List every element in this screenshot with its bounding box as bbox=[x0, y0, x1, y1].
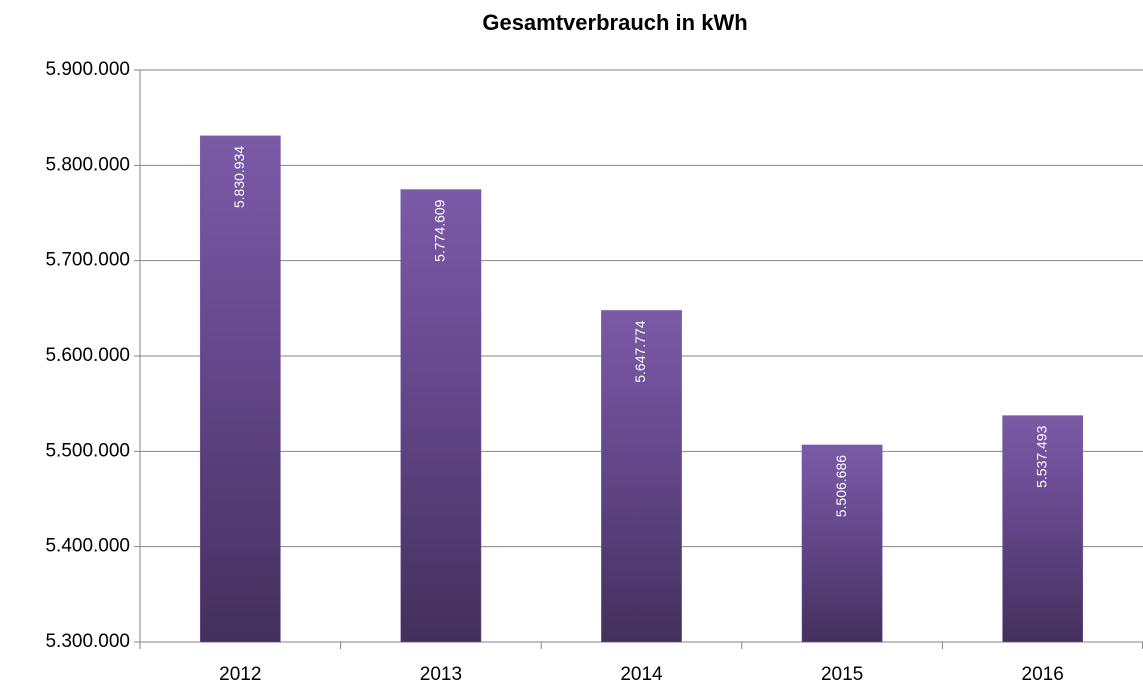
bar bbox=[601, 310, 682, 643]
value-label: 5.647.774 bbox=[632, 320, 648, 382]
bar bbox=[801, 444, 883, 643]
y-tick-label: 5.300.000 bbox=[45, 631, 130, 652]
chart-title: Gesamtverbrauch in kWh bbox=[482, 10, 747, 35]
value-label: 5.537.493 bbox=[1033, 425, 1049, 487]
y-tick-label: 5.500.000 bbox=[45, 440, 130, 461]
bar bbox=[1002, 415, 1084, 643]
value-label: 5.506.686 bbox=[833, 455, 849, 517]
x-tick-label: 2012 bbox=[219, 664, 261, 685]
x-tick-label: 2014 bbox=[620, 664, 663, 685]
y-tick-label: 5.900.000 bbox=[45, 59, 130, 80]
value-label: 5.830.934 bbox=[231, 146, 247, 208]
y-tick-label: 5.400.000 bbox=[45, 536, 130, 557]
bar bbox=[199, 135, 281, 643]
value-label: 5.774.609 bbox=[432, 199, 448, 261]
y-tick-label: 5.600.000 bbox=[45, 345, 130, 366]
x-tick-label: 2013 bbox=[420, 664, 462, 685]
y-tick-label: 5.700.000 bbox=[45, 250, 130, 271]
y-tick-label: 5.800.000 bbox=[45, 154, 130, 175]
x-tick-label: 2016 bbox=[1022, 664, 1064, 685]
bar bbox=[400, 189, 482, 643]
x-tick-label: 2015 bbox=[821, 664, 863, 685]
